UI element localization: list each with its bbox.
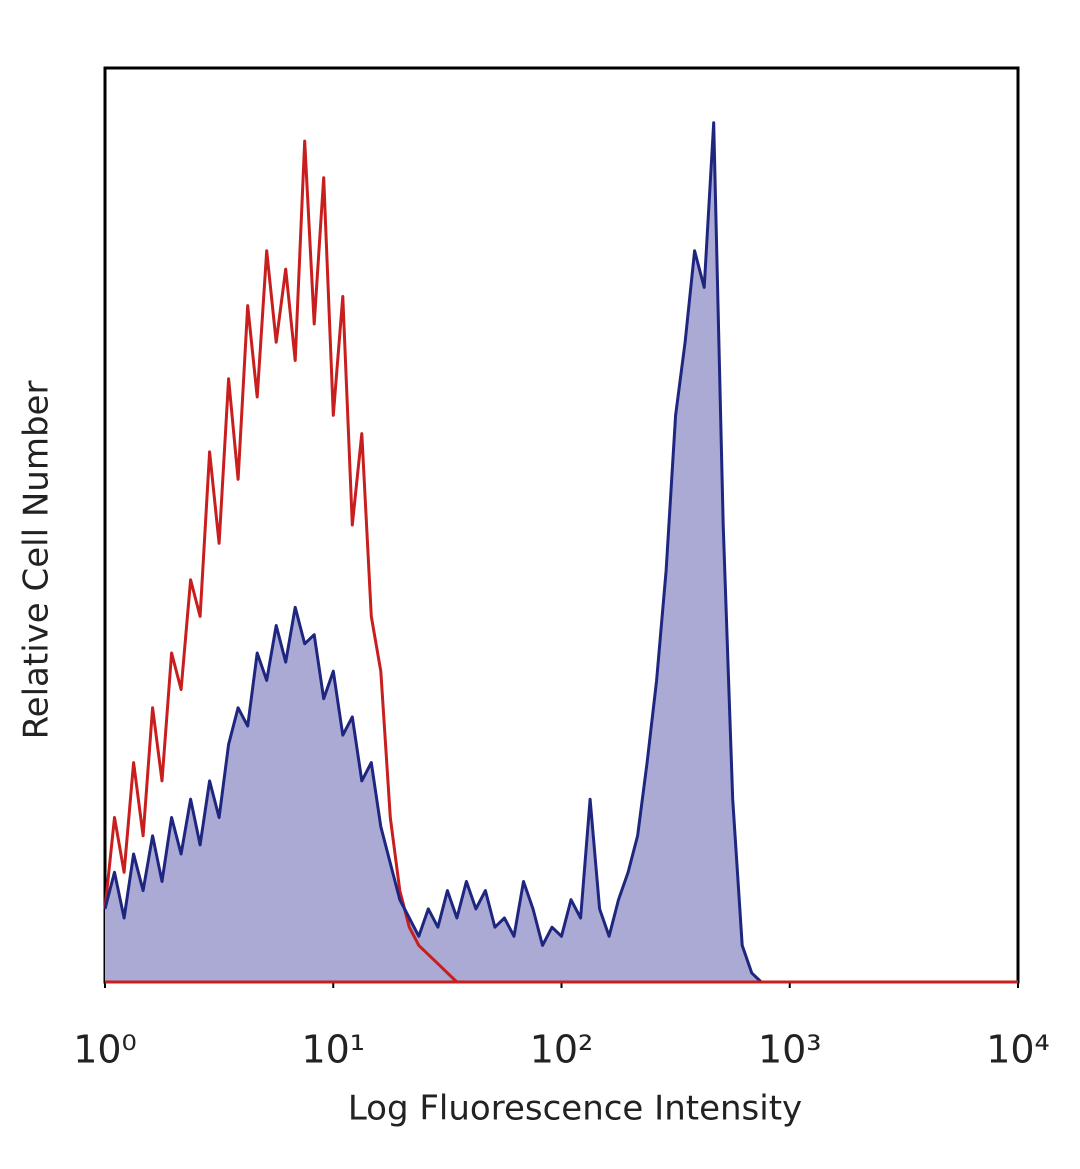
x-tick-label: 10¹ (301, 1028, 365, 1072)
x-tick-label: 10² (530, 1028, 594, 1072)
x-tick-label: 10⁴ (986, 1028, 1050, 1072)
x-tick-label: 10⁰ (73, 1028, 137, 1072)
histogram-line (103, 121, 790, 984)
histogram-area (105, 122, 790, 983)
y-axis-label: Relative Cell Number (17, 381, 57, 740)
x-axis-label: Log Fluorescence Intensity (348, 1089, 802, 1129)
x-tick-label: 10³ (758, 1028, 822, 1072)
